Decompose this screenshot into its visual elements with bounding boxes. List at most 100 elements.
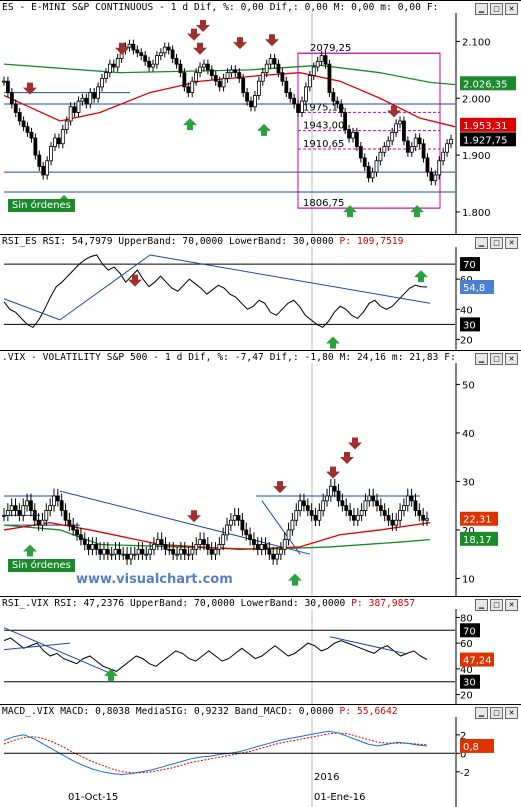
- candle-body: [311, 66, 316, 76]
- es-chart[interactable]: 1.800 1.900 2.000 2.100 2079,25 1975,16 1943,0…: [0, 1, 521, 235]
- candle-body: [421, 143, 426, 159]
- y-tick-label: 2.100: [462, 37, 491, 48]
- candle-body: [45, 160, 50, 176]
- candle-body: [282, 539, 287, 550]
- fib-level-label: 1975,16: [303, 102, 344, 113]
- candle-body: [5, 510, 10, 516]
- candle-body: [202, 539, 206, 545]
- close-button[interactable]: ✕: [505, 599, 518, 611]
- candle-body: [17, 112, 22, 122]
- ma-red: [3, 72, 456, 128]
- y-tick-label: 80: [460, 613, 473, 624]
- candle-body: [358, 146, 363, 159]
- candle-body: [205, 544, 210, 550]
- candle-body: [296, 103, 300, 113]
- candle-body: [163, 544, 168, 550]
- watermark: www.visualchart.com: [76, 572, 233, 587]
- maximize-button[interactable]: □: [490, 237, 503, 249]
- candle-body: [102, 548, 106, 555]
- candle-body: [398, 120, 402, 125]
- band-box: [460, 674, 480, 689]
- candle-body: [355, 514, 360, 521]
- candle-body: [332, 485, 337, 492]
- candle-body: [147, 60, 151, 68]
- sell-arrow: [187, 510, 201, 523]
- minimize-button[interactable]: ▁: [475, 3, 488, 15]
- close-button[interactable]: ✕: [505, 3, 518, 15]
- candle-body: [409, 146, 414, 153]
- candle-body: [84, 97, 89, 105]
- candle-body: [94, 544, 99, 550]
- price-box: [460, 117, 516, 132]
- candle-body: [135, 49, 140, 54]
- candle-body: [21, 120, 26, 128]
- price-box-label: 1.927,75: [463, 135, 508, 146]
- candle-body: [259, 544, 264, 550]
- candle-body: [425, 157, 430, 173]
- candle-body: [413, 500, 418, 511]
- sell-arrow: [187, 28, 201, 41]
- candle-body: [327, 63, 332, 93]
- y-tick-label: -2: [460, 768, 470, 779]
- candle-body: [17, 510, 22, 516]
- candle-body: [309, 510, 314, 516]
- candle-body: [268, 58, 273, 65]
- candle-body: [260, 72, 265, 82]
- candle-body: [449, 138, 453, 145]
- rsi-vix-chart[interactable]: 20 40 60 80 70 30 47,24: [0, 597, 521, 705]
- candle-body: [363, 500, 368, 511]
- candle-body: [190, 548, 195, 555]
- close-button[interactable]: ✕: [505, 353, 518, 365]
- candle-body: [29, 131, 34, 139]
- sell-arrow: [326, 466, 340, 479]
- maximize-button[interactable]: □: [490, 707, 503, 719]
- candle-body: [202, 63, 206, 68]
- candle-body: [221, 77, 226, 88]
- maximize-button[interactable]: □: [490, 353, 503, 365]
- rsi-line: [3, 254, 428, 329]
- candle-body: [264, 63, 269, 74]
- candle-body: [148, 548, 153, 555]
- candle-body: [82, 539, 87, 545]
- candle-body: [170, 49, 175, 59]
- es-orders-badge[interactable]: Sin órdenes: [8, 199, 75, 212]
- minimize-button[interactable]: ▁: [475, 353, 488, 365]
- candle-body: [354, 131, 359, 147]
- close-button[interactable]: ✕: [505, 707, 518, 719]
- candle-body: [305, 505, 310, 511]
- x-label-jan: 01-Ene-16: [314, 792, 366, 803]
- sell-arrow: [273, 481, 287, 494]
- minimize-button[interactable]: ▁: [475, 707, 488, 719]
- candle-body: [390, 131, 395, 142]
- current-value-box: [460, 738, 494, 753]
- candle-body: [236, 514, 241, 521]
- minimize-button[interactable]: ▁: [475, 599, 488, 611]
- candle-body: [205, 63, 210, 71]
- candle-body: [9, 505, 14, 511]
- es-panel-buttons: ▁ □ ✕: [475, 3, 518, 15]
- vix-orders-badge[interactable]: Sin órdenes: [8, 559, 75, 572]
- trend-line: [261, 500, 301, 555]
- candle-body: [76, 100, 81, 113]
- minimize-button[interactable]: ▁: [475, 237, 488, 249]
- candle-body: [2, 80, 6, 83]
- es-panel-title: ES - E-MINI S&P CONTINUOUS - 1 d Dif, %:…: [2, 2, 439, 13]
- band-box: [460, 257, 480, 272]
- candle-body: [328, 485, 333, 497]
- candle-body: [71, 524, 76, 531]
- maximize-button[interactable]: □: [490, 3, 503, 15]
- maximize-button[interactable]: □: [490, 599, 503, 611]
- candle-body: [321, 500, 326, 511]
- candle-body: [115, 58, 120, 68]
- rsi-es-chart[interactable]: 204060703054,8: [0, 235, 521, 351]
- sell-arrow: [265, 34, 279, 47]
- macd-vix-chart[interactable]: -2 0 20,8: [0, 705, 521, 807]
- candle-body: [21, 505, 26, 516]
- trend-line: [329, 636, 406, 654]
- candle-body: [300, 100, 304, 113]
- candle-body: [88, 92, 93, 105]
- candle-body: [158, 52, 163, 57]
- close-button[interactable]: ✕: [505, 237, 518, 249]
- candle-body: [441, 151, 446, 162]
- vix-chart[interactable]: 10 20 30 40 50 22,31 18,17: [0, 351, 521, 597]
